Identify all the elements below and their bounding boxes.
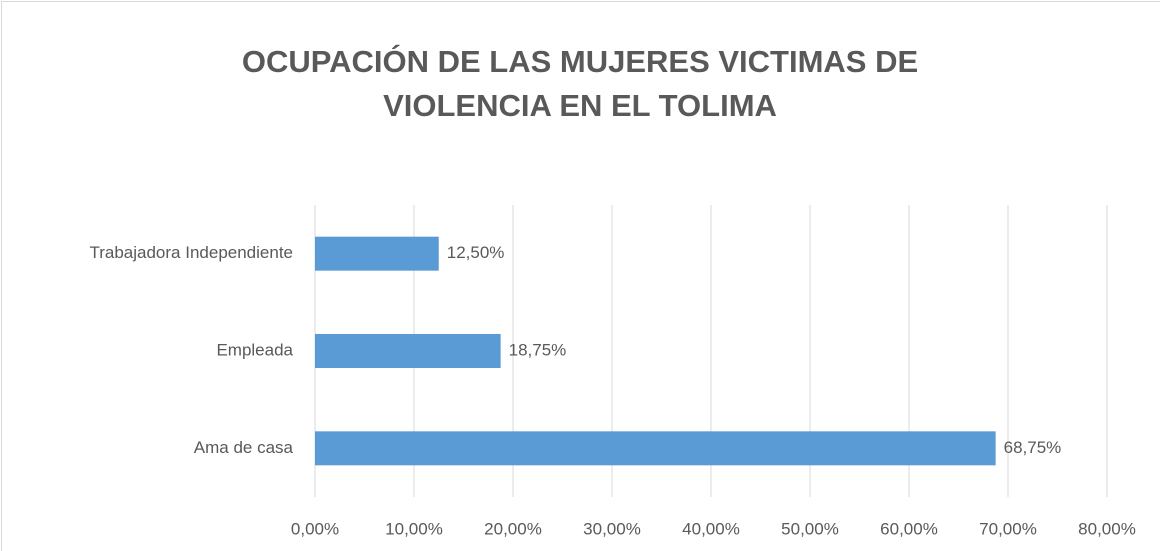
x-tick-label: 10,00%	[385, 519, 443, 538]
y-tick-label: Ama de casa	[194, 438, 294, 457]
y-tick-label: Trabajadora Independiente	[89, 243, 293, 262]
data-label: 18,75%	[509, 340, 567, 359]
x-tick-label: 80,00%	[1078, 519, 1136, 538]
data-label: 68,75%	[1004, 438, 1062, 457]
bar	[315, 431, 996, 466]
x-tick-label: 50,00%	[781, 519, 839, 538]
y-tick-label: Empleada	[216, 340, 293, 359]
x-tick-label: 20,00%	[484, 519, 542, 538]
x-tick-label: 30,00%	[583, 519, 641, 538]
x-tick-label: 70,00%	[979, 519, 1037, 538]
bar	[315, 334, 501, 368]
x-tick-label: 60,00%	[880, 519, 938, 538]
x-tick-label: 40,00%	[682, 519, 740, 538]
data-label: 12,50%	[447, 243, 505, 262]
bar	[315, 236, 439, 271]
chart-title: OCUPACIÓN DE LAS MUJERES VICTIMAS DE VIO…	[241, 44, 919, 123]
x-tick-label: 0,00%	[291, 519, 339, 538]
